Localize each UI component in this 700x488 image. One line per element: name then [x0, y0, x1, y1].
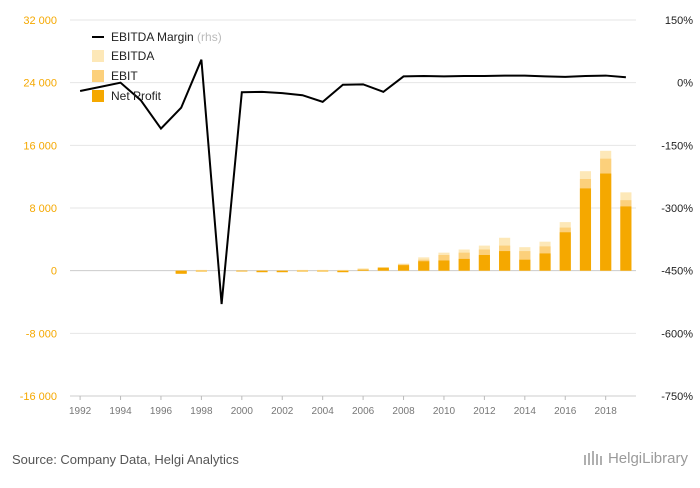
bar-net-profit	[175, 270, 187, 274]
legend-swatch-net-profit	[92, 90, 104, 102]
legend-label-ebitda: EBITDA	[111, 49, 154, 63]
bar-net-profit	[397, 265, 410, 271]
bar-net-profit	[317, 270, 329, 272]
x-tick-label: 2008	[392, 406, 415, 417]
bar-ebitda	[337, 269, 349, 271]
bar-net-profit	[559, 232, 571, 271]
bar-net-profit	[377, 267, 389, 271]
bar-net-profit	[478, 255, 490, 271]
bar-net-profit	[600, 173, 612, 271]
x-tick-label: 2018	[595, 406, 618, 417]
legend-swatch-ebitda	[92, 50, 104, 62]
bar-net-profit	[620, 206, 632, 271]
x-tick-label: 2012	[473, 406, 496, 417]
y-tick-label-left: 32 000	[23, 15, 57, 27]
bar-net-profit	[236, 270, 248, 272]
x-tick-label: 1998	[190, 406, 213, 417]
legend-swatch-ebit	[92, 70, 104, 82]
y-tick-label-left: 16 000	[23, 140, 57, 152]
x-tick-label: 2010	[433, 406, 456, 417]
bar-net-profit	[438, 260, 450, 271]
y-tick-label-left: -16 000	[20, 391, 57, 403]
bar-net-profit	[296, 270, 309, 272]
legend-label-ebitda-margin: EBITDA Margin (rhs)	[111, 30, 222, 44]
bar-ebitda	[296, 269, 309, 271]
library-icon	[583, 451, 602, 465]
bar-net-profit	[195, 270, 207, 272]
y-tick-label-right: -750%	[661, 391, 693, 403]
source-note: Source: Company Data, Helgi Analytics	[12, 452, 239, 467]
x-tick-label: 2004	[312, 406, 335, 417]
bar-ebitda	[317, 269, 329, 271]
y-tick-label-right: -600%	[661, 328, 693, 340]
bar-net-profit	[579, 188, 592, 271]
series-line-ebitda-margin	[79, 59, 626, 305]
helgi-library-logo[interactable]: HelgiLibrary	[583, 450, 688, 467]
x-tick-label: 2006	[352, 406, 375, 417]
x-tick-label: 2002	[271, 406, 294, 417]
x-tick-label: 1994	[109, 406, 132, 417]
bar-net-profit	[499, 251, 511, 271]
bar-net-profit	[276, 270, 288, 273]
y-tick-label-right: -150%	[661, 140, 693, 152]
bar-net-profit	[539, 253, 551, 271]
y-tick-label-left: 0	[51, 266, 57, 278]
x-tick-label: 2016	[554, 406, 577, 417]
bar-net-profit	[357, 269, 369, 271]
bar-net-profit	[337, 270, 349, 273]
y-tick-label-right: -450%	[661, 266, 693, 278]
y-tick-label-right: 0%	[677, 78, 693, 90]
legend-label-suffix: (rhs)	[197, 30, 222, 44]
bar-net-profit	[519, 259, 531, 271]
logo-text: HelgiLibrary	[607, 450, 688, 467]
x-tick-label: 2014	[514, 406, 537, 417]
y-tick-label-right: -300%	[661, 203, 693, 215]
x-tick-label: 2000	[231, 406, 254, 417]
bar-ebitda	[195, 269, 207, 271]
x-tick-label: 1992	[69, 406, 92, 417]
x-tick-label: 1996	[150, 406, 173, 417]
y-tick-label-right: 150%	[665, 15, 693, 27]
legend-label-ebit: EBIT	[111, 69, 138, 83]
y-tick-label-left: -8 000	[26, 328, 57, 340]
bar-net-profit	[418, 261, 430, 271]
y-tick-label-left: 24 000	[23, 78, 57, 90]
bar-net-profit	[256, 270, 268, 273]
bar-net-profit	[458, 258, 470, 271]
legend-label-net-profit: Net Profit	[111, 89, 162, 103]
y-tick-label-left: 8 000	[29, 203, 57, 215]
